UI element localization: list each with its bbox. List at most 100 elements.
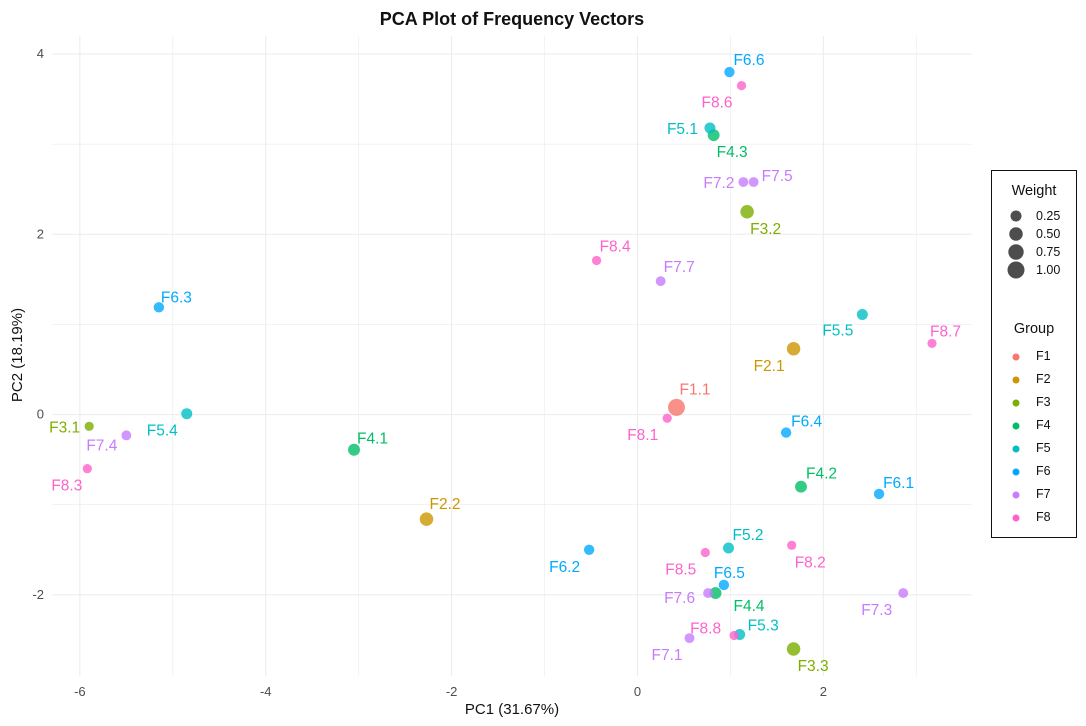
point-label: F4.4: [734, 598, 765, 615]
point-label: F7.1: [651, 647, 682, 664]
group-legend-label: F3: [1036, 395, 1051, 409]
group-legend-key: [1012, 399, 1020, 407]
group-legend-row: F7: [1006, 485, 1076, 505]
group-legend-row: F5: [1006, 439, 1076, 459]
x-tick-label: -4: [260, 684, 272, 699]
point-label: F7.6: [664, 590, 695, 607]
group-legend-row: F8: [1006, 508, 1076, 528]
data-point: [667, 398, 685, 416]
point-label: F3.2: [750, 221, 781, 238]
group-legend-dot: [1012, 376, 1020, 384]
point-label: F3.3: [798, 658, 829, 675]
y-axis-title: PC2 (18.19%): [9, 308, 26, 402]
data-point: [419, 512, 434, 526]
point-label: F8.1: [627, 427, 658, 444]
data-point: [84, 421, 94, 431]
data-point: [662, 413, 672, 423]
point-label: F6.4: [791, 414, 822, 431]
group-legend-dot: [1012, 514, 1020, 522]
point-label: F5.4: [147, 423, 178, 440]
point-label: F5.1: [667, 121, 698, 138]
group-legend-key: [1012, 491, 1020, 499]
y-tick-label: 4: [37, 46, 44, 61]
point-label: F8.5: [665, 562, 696, 579]
group-legend-row: F3: [1006, 393, 1076, 413]
group-legend-title: Group: [1013, 321, 1055, 337]
point-label: F5.2: [733, 527, 764, 544]
data-point: [795, 480, 807, 493]
data-point: [348, 443, 360, 456]
x-axis-ticks: -6 -4 -2 0 2: [74, 684, 827, 699]
point-label: F4.2: [806, 466, 837, 483]
point-label: F7.3: [861, 602, 892, 619]
weight-legend-key: [1008, 244, 1024, 260]
point-label: F7.2: [703, 175, 734, 192]
weight-legend-row: 0.75: [1006, 243, 1076, 263]
data-point: [723, 542, 735, 554]
data-point: [898, 588, 909, 599]
data-point: [591, 255, 602, 266]
weight-legend-label: 0.75: [1036, 245, 1061, 259]
point-label: F6.6: [733, 52, 764, 69]
group-legend-label: F4: [1036, 418, 1051, 432]
weight-legend-key: [1009, 227, 1023, 241]
x-axis-title: PC1 (31.67%): [465, 701, 559, 718]
data-point: [927, 338, 937, 349]
group-legend-key: [1012, 376, 1020, 384]
weight-legend-label: 0.50: [1036, 227, 1061, 241]
x-tick-label: 2: [820, 684, 827, 699]
group-legend-label: F8: [1036, 510, 1051, 524]
group-legend-key: [1012, 422, 1020, 430]
weight-legend-circle: [1010, 210, 1022, 222]
group-legend-key: [1012, 468, 1020, 476]
data-point: [724, 66, 735, 78]
group-legend-row: F4: [1006, 416, 1076, 436]
x-tick-label: -6: [74, 684, 86, 699]
group-legend-dot: [1012, 353, 1020, 361]
data-point: [740, 205, 754, 219]
weight-legend-circle: [1008, 244, 1024, 260]
group-legend-label: F2: [1036, 372, 1051, 386]
data-point: [780, 427, 792, 438]
data-point: [786, 642, 801, 656]
data-point: [718, 579, 730, 591]
y-tick-label: 2: [37, 226, 44, 241]
point-label: F2.2: [430, 496, 461, 513]
data-point: [873, 488, 885, 500]
data-point: [153, 302, 165, 313]
point-label: F6.5: [714, 565, 745, 582]
weight-legend-key: [1007, 261, 1025, 279]
data-point: [787, 540, 797, 550]
point-label: F7.7: [664, 259, 695, 276]
point-label: F5.5: [822, 323, 853, 340]
point-label: F6.3: [161, 289, 192, 306]
group-legend-label: F5: [1036, 441, 1051, 455]
point-label: F3.1: [49, 419, 80, 436]
y-tick-label: 0: [37, 407, 44, 422]
data-point: [684, 633, 695, 644]
group-legend-dot: [1012, 468, 1020, 476]
group-legend-dot: [1012, 445, 1020, 453]
weight-legend-row: 1.00: [1006, 261, 1076, 281]
group-legend-row: F1: [1006, 347, 1076, 367]
data-point: [729, 630, 739, 641]
point-label: F7.4: [86, 437, 117, 454]
weight-legend-label: 0.25: [1036, 209, 1061, 223]
group-legend-key: [1012, 514, 1020, 522]
weight-legend-label: 1.00: [1036, 263, 1061, 277]
data-point: [856, 309, 868, 321]
group-legend-row: F6: [1006, 462, 1076, 482]
x-tick-label: 0: [634, 684, 641, 699]
point-label: F1.1: [679, 381, 710, 398]
point-label: F4.1: [357, 431, 388, 448]
point-label: F5.3: [748, 618, 779, 635]
point-labels: F1.1 F2.1 F2.2 F3.1 F3.2 F3.3 F4.1 F4.2 F4.3 F4.4…: [49, 52, 961, 675]
legend: Weight 0.25 0.50 0.75 1.00 Group F1 F2 F3 F4 F5…: [991, 170, 1077, 538]
point-label: F6.1: [883, 475, 914, 492]
data-point: [82, 464, 92, 474]
data-point: [748, 177, 759, 187]
point-label: F4.3: [717, 144, 748, 161]
point-label: F8.4: [600, 238, 631, 255]
point-label: F8.6: [702, 95, 733, 112]
